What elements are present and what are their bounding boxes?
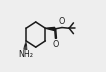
- Text: NH₂: NH₂: [18, 50, 33, 59]
- Text: O: O: [52, 40, 59, 49]
- Text: O: O: [59, 17, 65, 26]
- Polygon shape: [45, 27, 55, 31]
